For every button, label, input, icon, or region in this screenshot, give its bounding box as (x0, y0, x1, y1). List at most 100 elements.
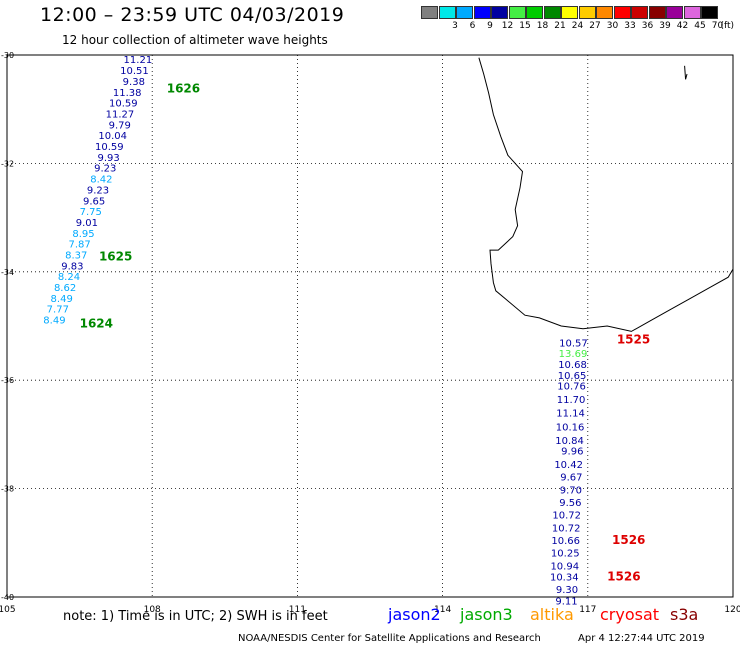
legend-label: 3 (452, 21, 458, 31)
wave-height-value: 10.16 (556, 422, 585, 433)
legend-swatch (701, 6, 718, 19)
wave-height-value: 10.72 (552, 524, 581, 535)
legend-label: 45 (694, 21, 706, 31)
legend-label: 33 (624, 21, 636, 31)
legend-label: 42 (676, 21, 689, 31)
wave-height-value: 10.42 (554, 460, 583, 471)
wave-height-value: 9.11 (555, 596, 577, 607)
legend-unit: (ft) (720, 21, 735, 31)
wave-height-value: 10.59 (109, 99, 138, 110)
wave-height-value: 11.38 (113, 88, 142, 99)
pass-time-label: 1626 (167, 82, 200, 96)
wave-height-value: 10.94 (550, 562, 579, 573)
wave-height-value: 10.76 (557, 382, 586, 393)
wave-height-value: 9.93 (98, 153, 120, 164)
wave-height-value: 8.49 (51, 294, 73, 305)
wave-height-value: 10.51 (120, 66, 149, 77)
coastline (478, 57, 734, 332)
legend-swatch (526, 6, 543, 19)
legend-swatch (613, 6, 631, 19)
wave-height-value: 8.24 (58, 272, 80, 283)
legend-label: 18 (536, 21, 549, 31)
wave-height-value: 8.95 (72, 229, 94, 240)
wave-height-value: 9.65 (83, 196, 105, 207)
lon-tick-label: 108 (144, 605, 161, 615)
satellite-legend-item: jason3 (460, 605, 513, 624)
wave-height-value: 8.62 (54, 283, 76, 294)
legend-swatch (666, 6, 683, 19)
wave-height-value: 10.04 (98, 131, 127, 142)
legend-swatch (456, 6, 473, 19)
legend-swatch (508, 6, 526, 19)
legend-label: 27 (589, 21, 601, 31)
legend-swatch (473, 6, 491, 19)
wave-height-value: 9.67 (560, 473, 582, 484)
wave-height-value: 9.30 (556, 585, 578, 596)
satellite-legend-item: jason2 (388, 605, 441, 624)
lat-tick-label: -32 (1, 159, 14, 168)
satellite-legend-item: altika (530, 605, 574, 624)
page-title: 12:00 – 23:59 UTC 04/03/2019 (40, 4, 345, 26)
legend-label: 39 (659, 21, 671, 31)
wave-height-value: 10.57 (559, 338, 588, 349)
wave-height-value: 10.68 (558, 360, 587, 371)
legend-swatch (421, 6, 438, 19)
pass-time-label: 1526 (607, 569, 640, 583)
wave-height-value: 9.96 (561, 447, 583, 458)
pass-time-label: 1525 (617, 333, 650, 347)
lat-tick-label: -34 (1, 268, 14, 277)
wave-height-value: 11.70 (557, 395, 586, 406)
legend-label: 36 (641, 21, 654, 31)
wave-height-value: 10.34 (550, 572, 579, 583)
legend-label: 6 (469, 21, 476, 31)
lat-tick-label: -38 (1, 485, 14, 494)
lat-tick-label: -36 (1, 376, 14, 385)
satellite-legend-item: s3a (670, 605, 699, 624)
lon-tick-label: 105 (0, 605, 16, 615)
wave-height-value: 11.27 (106, 110, 135, 121)
wave-height-value: 10.25 (551, 549, 580, 560)
legend-label: 12 (501, 21, 514, 31)
page-subtitle: 12 hour collection of altimeter wave hei… (62, 33, 328, 47)
lon-tick-label: 114 (434, 605, 451, 615)
wave-height-value: 9.70 (560, 486, 582, 497)
lat-tick-label: -30 (1, 51, 14, 60)
map-frame (6, 54, 734, 598)
lon-tick-label: 120 (724, 605, 740, 615)
wave-height-value: 9.01 (76, 218, 98, 229)
wave-height-value: 8.37 (65, 250, 87, 261)
legend-swatch (596, 6, 613, 19)
legend-label: 70 (711, 21, 724, 31)
wave-height-value: 7.77 (47, 305, 69, 316)
legend-label: 9 (487, 21, 493, 31)
legend-label: 30 (606, 21, 619, 31)
legend-swatch (438, 6, 456, 19)
wave-height-value: 9.38 (123, 77, 145, 88)
wave-height-value: 10.66 (551, 536, 580, 547)
legend-swatch (543, 6, 561, 19)
wave-height-value: 7.87 (68, 240, 90, 251)
wave-height-value: 9.83 (61, 261, 83, 272)
wave-height-value: 8.42 (90, 175, 112, 186)
wave-height-value: 8.49 (43, 315, 65, 326)
wave-height-value: 11.14 (556, 409, 585, 420)
wave-height-value: 10.65 (558, 371, 587, 382)
satellite-legend-item: cryosat (600, 605, 660, 624)
wave-height-value: 9.56 (559, 498, 581, 509)
wave-height-value: 11.21 (124, 55, 153, 66)
wave-height-value: 7.75 (80, 207, 102, 218)
legend-swatch (491, 6, 508, 19)
wave-height-value: 9.23 (94, 164, 116, 175)
wave-height-value: 13.69 (559, 349, 588, 360)
legend-swatch (561, 6, 578, 19)
wave-height-value: 9.23 (87, 185, 109, 196)
pass-time-label: 1625 (99, 250, 132, 264)
wave-height-value: 9.79 (109, 120, 131, 131)
generated-timestamp: Apr 4 12:27:44 UTC 2019 (578, 633, 705, 644)
legend-swatch (631, 6, 648, 19)
legend-swatch (648, 6, 666, 19)
legend-label: 24 (571, 21, 584, 31)
island-outline (684, 65, 688, 80)
lon-tick-label: 111 (289, 605, 306, 615)
